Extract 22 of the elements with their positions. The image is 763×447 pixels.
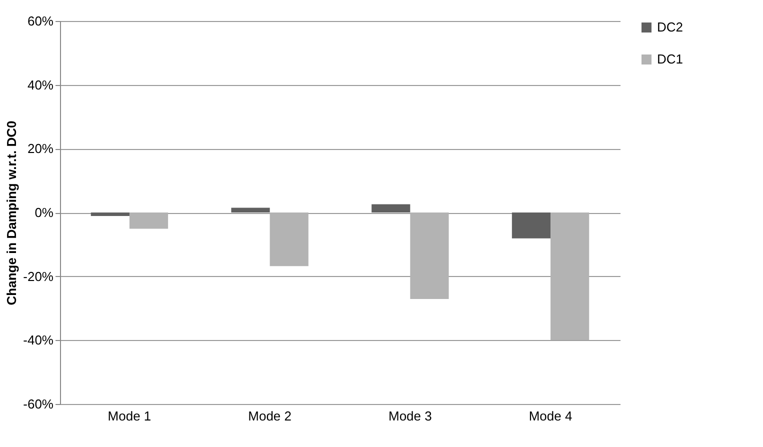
legend-label: DC1 [657, 52, 684, 66]
bar [231, 208, 270, 212]
y-tick-label: 20% [27, 141, 54, 156]
x-tick-label: Mode 1 [108, 408, 152, 424]
legend-label: DC2 [657, 20, 684, 34]
x-tick-label: Mode 3 [388, 408, 432, 424]
bar [90, 212, 130, 216]
y-tick-label: -20% [23, 268, 54, 284]
y-axis-title: Change in Damping w.r.t. DC0 [4, 120, 20, 306]
y-tick-label: -60% [23, 396, 54, 412]
bar [129, 212, 168, 229]
bar [550, 212, 590, 340]
bar [512, 212, 551, 238]
y-tick-label: 0% [34, 205, 54, 220]
x-tick-label: Mode 2 [248, 408, 292, 424]
y-tick-label: -40% [23, 332, 54, 348]
bar [372, 204, 410, 212]
y-tick-label: 60% [27, 14, 54, 28]
x-tick-label: Mode 4 [528, 408, 572, 424]
bar [270, 212, 308, 266]
bar [410, 212, 449, 299]
y-tick-label: 40% [27, 77, 54, 92]
